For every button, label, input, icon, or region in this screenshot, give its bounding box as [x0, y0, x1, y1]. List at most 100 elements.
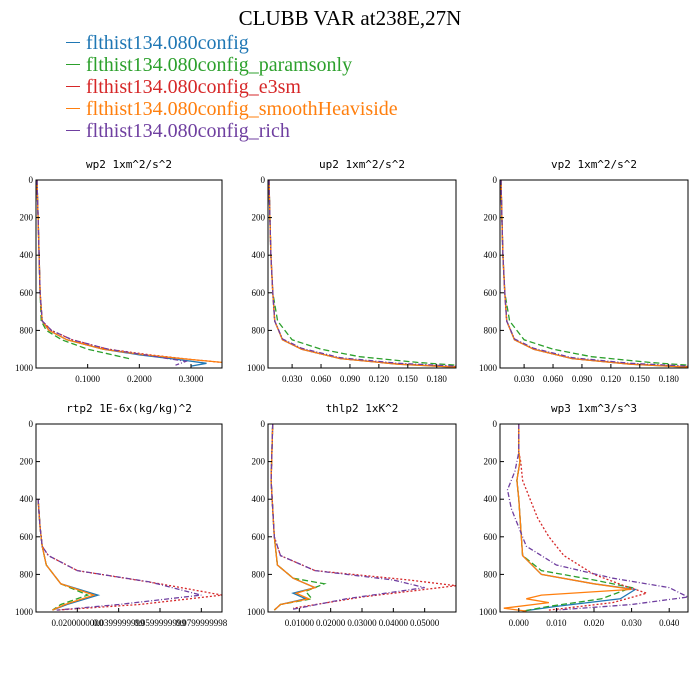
legend-swatch [66, 85, 80, 87]
y-tick-label: 600 [20, 532, 34, 542]
x-tick-label: 0.0399999999 [93, 618, 145, 628]
plot-frame [499, 179, 689, 369]
series-group [37, 499, 222, 611]
plot-frame [267, 179, 457, 369]
y-tick-label: 400 [20, 494, 34, 504]
y-tick-label: 1000 [247, 607, 266, 617]
legend-item: flthist134.080config [66, 32, 398, 54]
legend: flthist134.080config flthist134.080confi… [66, 32, 398, 142]
y-tick-label: 600 [20, 288, 34, 298]
y-tick-label: 0 [29, 175, 34, 185]
y-tick-label: 600 [252, 288, 266, 298]
x-tick-label: 0.030 [282, 374, 303, 384]
series-line [516, 424, 638, 612]
x-tick-label: 0.04000 [379, 618, 409, 628]
y-tick-label: 0 [261, 419, 266, 429]
series-line [500, 180, 688, 368]
x-tick-label: 0.010 [546, 618, 567, 628]
series-group [503, 424, 688, 612]
legend-swatch [66, 41, 80, 43]
panel: vp2 1xm^2/s^2 0 200 400 600 800 1000 0.030 0.060… [479, 158, 689, 384]
legend-label: flthist134.080config_e3sm [86, 76, 301, 98]
y-tick-label: 400 [484, 250, 498, 260]
y-tick-label: 600 [484, 288, 498, 298]
y-tick-label: 200 [20, 457, 34, 467]
x-tick-label: 0.05000 [410, 618, 440, 628]
series-line [503, 424, 632, 612]
panel: rtp2 1E-6x(kg/kg)^2 0 200 400 600 800 1000 0.02… [15, 402, 228, 628]
y-tick-label: 600 [484, 532, 498, 542]
x-tick-label: 0.000 [509, 618, 530, 628]
y-tick-label: 800 [484, 325, 498, 335]
legend-item: flthist134.080config_rich [66, 120, 398, 142]
panel-title: vp2 1xm^2/s^2 [551, 158, 637, 171]
series-group [500, 180, 688, 368]
series-line [268, 180, 456, 366]
series-line [518, 424, 649, 611]
x-tick-label: 0.090 [572, 374, 593, 384]
x-tick-label: 0.01000 [285, 618, 315, 628]
series-line [500, 180, 688, 368]
y-tick-label: 200 [484, 457, 498, 467]
y-tick-label: 800 [252, 569, 266, 579]
x-tick-label: 0.02000 [316, 618, 346, 628]
x-tick-label: 0.0799999998 [175, 618, 227, 628]
panel-title: up2 1xm^2/s^2 [319, 158, 405, 171]
panel: up2 1xm^2/s^2 0 200 400 600 800 1000 0.030 0.060… [247, 158, 457, 384]
series-line [268, 180, 456, 368]
y-tick-label: 200 [484, 213, 498, 223]
y-tick-label: 800 [252, 325, 266, 335]
panel-title: wp2 1xm^2/s^2 [86, 158, 172, 171]
series-group [36, 180, 222, 367]
series-line [270, 424, 425, 610]
series-line [36, 180, 189, 366]
x-tick-label: 0.150 [630, 374, 651, 384]
series-line [516, 424, 634, 612]
legend-label: flthist134.080config_smoothHeaviside [86, 98, 398, 120]
panel-title: wp3 1xm^3/s^3 [551, 402, 637, 415]
panel: wp3 1xm^3/s^3 0 200 400 600 800 1000 0.000 0.010… [479, 402, 689, 628]
x-tick-label: 0.0599999999 [134, 618, 186, 628]
series-line [37, 499, 96, 611]
figure-title: CLUBB VAR at238E,27N [238, 6, 462, 30]
legend-item: flthist134.080config_e3sm [66, 76, 398, 98]
y-tick-label: 600 [252, 532, 266, 542]
y-tick-label: 400 [484, 494, 498, 504]
series-line [268, 180, 456, 368]
panel-title: thlp2 1xK^2 [326, 402, 399, 415]
y-tick-label: 400 [20, 250, 34, 260]
series-line [36, 180, 222, 364]
series-line [270, 424, 327, 611]
series-line [506, 424, 688, 611]
legend-swatch [66, 107, 80, 109]
y-tick-label: 0 [493, 419, 498, 429]
series-line [268, 180, 456, 367]
series-line [36, 180, 207, 367]
series-line [500, 180, 688, 366]
y-tick-label: 200 [20, 213, 34, 223]
legend-item: flthist134.080config_paramsonly [66, 54, 398, 76]
y-tick-label: 800 [484, 569, 498, 579]
plot-frame [267, 423, 457, 613]
x-tick-label: 0.03000 [347, 618, 377, 628]
x-tick-label: 0.040 [659, 618, 680, 628]
x-tick-label: 0.090 [340, 374, 361, 384]
series-line [36, 180, 222, 364]
x-tick-label: 0.150 [398, 374, 419, 384]
legend-label: flthist134.080config_paramsonly [86, 54, 353, 76]
series-line [268, 180, 456, 368]
x-tick-label: 0.020 [584, 618, 605, 628]
series-group [268, 180, 456, 368]
y-tick-label: 1000 [15, 607, 34, 617]
series-line [270, 424, 318, 611]
y-tick-label: 800 [20, 325, 34, 335]
y-tick-label: 200 [252, 213, 266, 223]
legend-swatch [66, 63, 80, 65]
panel-title: rtp2 1E-6x(kg/kg)^2 [66, 402, 192, 415]
x-tick-label: 0.0200000000 [51, 618, 103, 628]
legend-label: flthist134.080config [86, 32, 249, 54]
plot-frame [35, 179, 223, 369]
plot-frame [35, 423, 223, 613]
